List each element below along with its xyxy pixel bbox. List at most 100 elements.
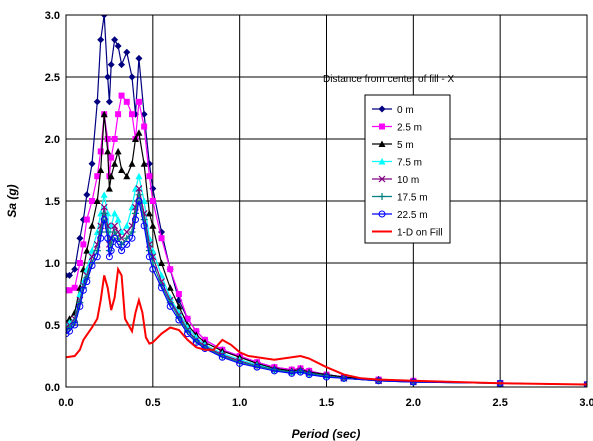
data-point	[135, 197, 143, 205]
x-tick-label: 3.0	[579, 397, 593, 409]
data-point	[145, 247, 153, 255]
plot-frame	[65, 14, 588, 388]
x-tick-label: 2.0	[406, 397, 421, 409]
y-tick-label: 0.5	[45, 320, 60, 332]
data-point	[131, 209, 139, 217]
data-point	[140, 160, 148, 167]
data-point	[123, 240, 131, 248]
data-point	[218, 353, 226, 361]
x-tick-label: 1.5	[319, 397, 334, 409]
data-point	[111, 160, 119, 167]
data-point	[83, 247, 91, 254]
y-tick-label: 0.0	[45, 382, 60, 394]
data-point	[88, 261, 96, 269]
legend-marker	[379, 123, 385, 130]
x-tick-label: 1.0	[232, 397, 247, 409]
data-point	[118, 247, 126, 255]
data-point	[100, 209, 108, 217]
data-point	[141, 123, 148, 130]
data-point	[76, 260, 83, 266]
data-point	[105, 98, 113, 106]
y-tick-label: 2.0	[45, 134, 60, 146]
data-point	[270, 367, 278, 375]
data-point	[135, 191, 143, 199]
data-point	[89, 198, 96, 204]
data-point	[114, 216, 122, 223]
data-point	[135, 185, 143, 193]
data-point	[128, 160, 136, 167]
data-point	[135, 172, 143, 180]
y-axis-title: Sa (g)	[5, 184, 19, 217]
data-point	[158, 235, 165, 242]
data-point	[123, 48, 131, 56]
data-point	[149, 222, 157, 229]
data-point	[323, 373, 330, 381]
data-point	[71, 265, 79, 273]
legend-label: 10 m	[397, 175, 419, 186]
data-point	[118, 166, 126, 173]
data-point	[140, 222, 148, 230]
data-point	[175, 291, 182, 297]
data-point	[128, 73, 136, 81]
data-point	[104, 234, 112, 242]
legend-label: 22.5 m	[397, 210, 428, 221]
data-point	[296, 368, 304, 376]
data-point	[97, 36, 105, 44]
data-point	[83, 278, 91, 286]
data-point	[149, 265, 157, 273]
data-point	[118, 61, 126, 69]
data-point	[66, 326, 70, 334]
x-tick-label: 0.0	[58, 397, 73, 409]
data-point	[66, 271, 73, 279]
data-point	[114, 42, 122, 50]
data-point	[93, 247, 101, 255]
legend-label: 17.5 m	[397, 193, 428, 204]
legend-label: 0 m	[397, 105, 414, 116]
data-point	[97, 234, 105, 242]
legend-marker	[378, 140, 386, 147]
data-point	[115, 111, 122, 118]
y-tick-label: 2.5	[45, 72, 60, 84]
data-point	[114, 147, 122, 155]
data-point	[66, 323, 73, 331]
x-tick-label: 0.5	[145, 397, 160, 409]
data-point	[135, 98, 142, 105]
data-point	[111, 228, 119, 236]
y-tick-label: 1.5	[45, 196, 60, 208]
data-point	[100, 110, 108, 118]
legend-marker	[378, 175, 386, 183]
data-point	[375, 377, 383, 385]
data-point	[93, 253, 101, 261]
x-tick-label: 2.5	[493, 397, 508, 409]
data-point	[118, 92, 125, 99]
data-point	[104, 147, 112, 155]
data-point	[184, 315, 191, 322]
data-point	[305, 371, 313, 379]
data-point	[158, 284, 166, 292]
data-point	[123, 172, 131, 180]
data-point	[83, 191, 91, 199]
data-point	[166, 284, 174, 291]
data-point	[111, 222, 119, 230]
data-point	[166, 302, 174, 310]
series-line	[66, 200, 587, 386]
data-point	[100, 203, 108, 211]
data-point	[100, 191, 108, 198]
data-point	[140, 216, 148, 224]
data-point	[97, 166, 105, 173]
data-point	[88, 160, 96, 168]
data-point	[175, 316, 183, 324]
data-point	[135, 129, 143, 136]
data-point	[149, 198, 156, 204]
series-group	[66, 15, 587, 387]
data-point	[104, 73, 112, 81]
data-point	[71, 284, 78, 291]
legend-marker	[378, 193, 386, 200]
data-point	[93, 197, 101, 204]
data-point	[167, 266, 174, 273]
data-point	[80, 241, 87, 248]
y-axis: 0.0 0.5 1.0 1.5 2.0 2.5 3.0	[45, 10, 60, 394]
data-point	[409, 378, 417, 386]
data-point	[128, 228, 136, 236]
